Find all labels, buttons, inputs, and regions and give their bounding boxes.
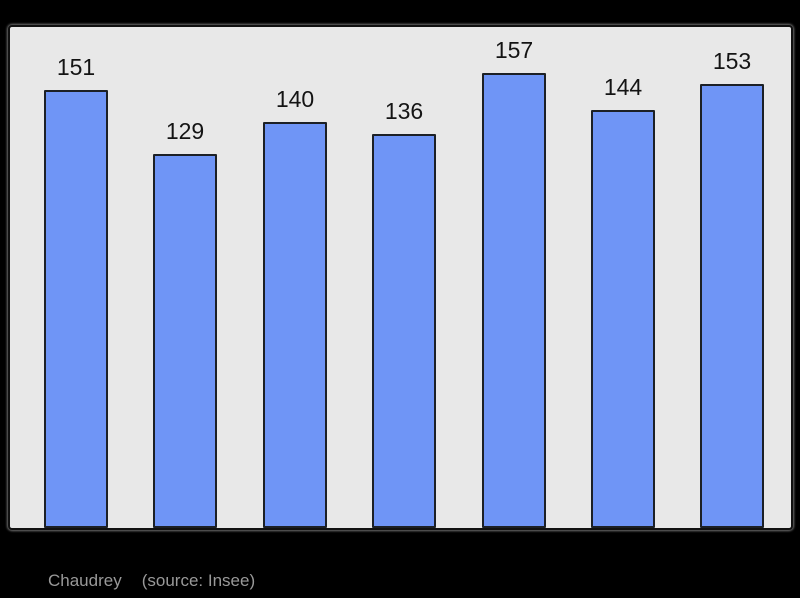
bar-value-label: 151 [56,53,96,80]
bar-value-label: 136 [384,97,424,124]
bar-157 [482,73,546,528]
bar-value-label: 157 [494,36,534,63]
bar-value-label: 144 [603,73,643,100]
bar-value-label: 129 [165,117,205,144]
bar-value-label: 153 [712,47,752,74]
bar-140 [263,122,327,528]
bar-144 [591,110,655,528]
bar-151 [44,90,108,528]
caption-commune-name: Chaudrey [48,571,122,590]
bar-136 [372,134,436,528]
caption-source: (source: Insee) [141,571,256,590]
bar-value-label: 140 [275,85,315,112]
bar-153 [700,84,764,528]
chart-caption: Chaudrey (source: Insee) [48,571,255,591]
bar-129 [153,154,217,528]
plot-area: 151 129 140 136 157 144 153 [8,25,793,530]
